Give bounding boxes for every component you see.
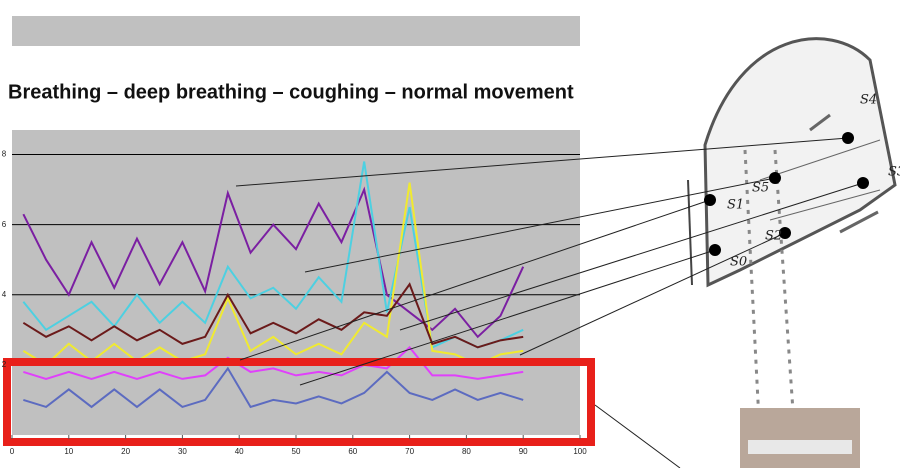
- x-tick-label: 10: [64, 447, 73, 456]
- plot-area: [12, 130, 580, 435]
- sensor-label: S4: [860, 93, 877, 108]
- y-tick-label: 2: [2, 360, 7, 369]
- y-tick-label: 4: [2, 290, 7, 299]
- top-panel: [12, 16, 580, 46]
- photo-belt: [748, 440, 852, 454]
- x-tick-label: 90: [519, 447, 528, 456]
- x-tick-label: 100: [573, 447, 587, 456]
- x-tick-label: 70: [405, 447, 414, 456]
- y-tick-label: 6: [2, 220, 7, 229]
- page: Breathing – deep breathing – coughing – …: [0, 0, 900, 468]
- x-tick-label: 40: [235, 447, 244, 456]
- x-tick-label: 20: [121, 447, 130, 456]
- sensor-label: S3: [888, 165, 900, 180]
- sensor-label: S0: [730, 255, 747, 270]
- x-tick-label: 50: [292, 447, 301, 456]
- sensor-label: S5: [752, 181, 769, 196]
- y-tick-label: 8: [2, 150, 7, 159]
- sensor-label: S2: [765, 229, 782, 244]
- x-tick-label: 80: [462, 447, 471, 456]
- sensor-label: S1: [727, 198, 744, 213]
- x-tick-label: 0: [10, 447, 15, 456]
- chart-title: Breathing – deep breathing – coughing – …: [8, 81, 574, 103]
- chart: Breathing – deep breathing – coughing – …: [0, 0, 900, 468]
- photo: [740, 408, 860, 468]
- x-tick-label: 60: [348, 447, 357, 456]
- x-tick-label: 30: [178, 447, 187, 456]
